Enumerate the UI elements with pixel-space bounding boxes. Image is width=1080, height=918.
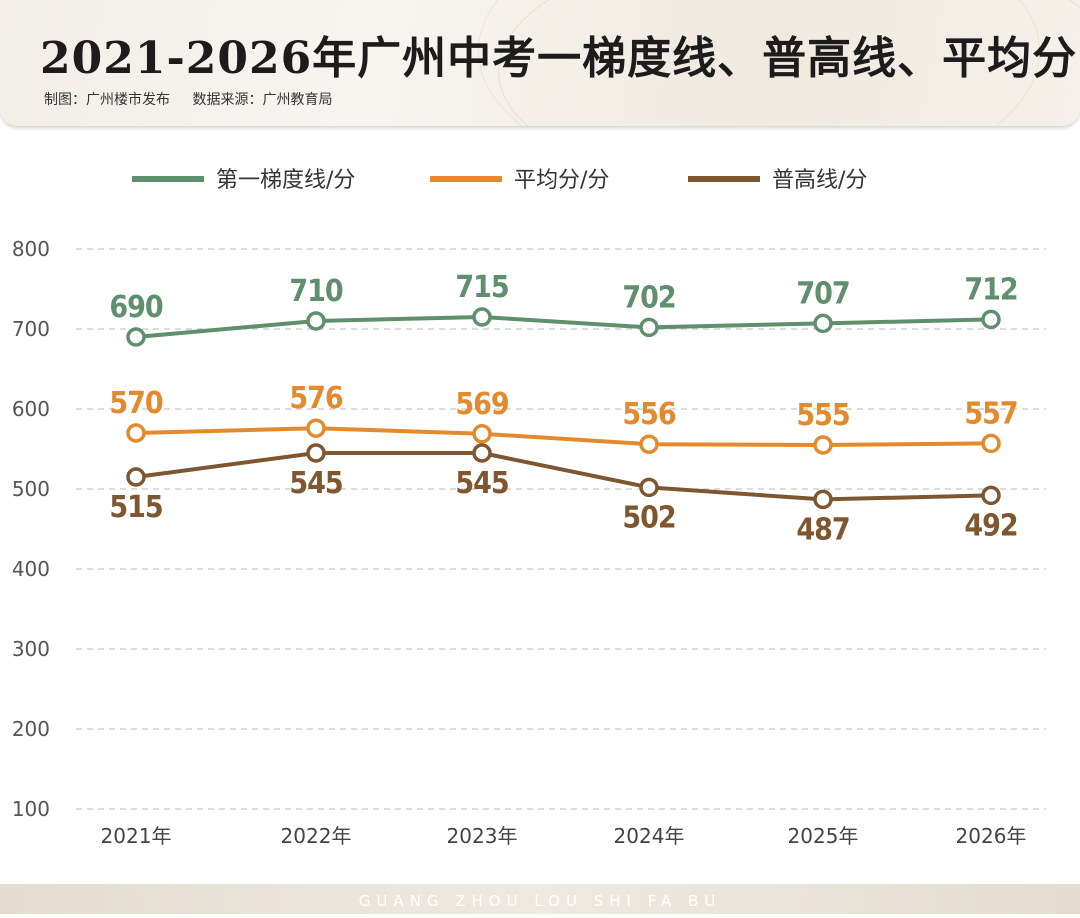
data-label: 545 bbox=[289, 466, 342, 501]
line-chart: 第一梯度线/分 平均分/分 普高线/分 800 700 600 500 400 300 200 1… bbox=[12, 168, 1046, 848]
data-label: 515 bbox=[109, 490, 162, 525]
data-point bbox=[306, 311, 326, 331]
data-point bbox=[981, 309, 1001, 330]
x-tick-label: 2021年 bbox=[101, 824, 172, 848]
credit-text: 制图：广州楼市发布 bbox=[44, 92, 170, 108]
series-line bbox=[135, 451, 992, 502]
data-label: 502 bbox=[622, 500, 675, 535]
data-point bbox=[813, 313, 833, 334]
y-tick-label: 300 bbox=[12, 637, 50, 661]
legend-label: 第一梯度线/分 bbox=[216, 168, 355, 193]
footer-bar: GUANG ZHOU LOU SHI FA BU bbox=[0, 884, 1080, 914]
series-line bbox=[135, 426, 992, 447]
y-tick-label: 700 bbox=[12, 317, 50, 341]
y-tick-label: 200 bbox=[12, 717, 50, 741]
data-label: 570 bbox=[109, 386, 163, 421]
x-axis: 2021年 2022年 2023年 2024年 2025年 2026年 bbox=[101, 824, 1027, 848]
series-2: 515 545 545 502 487 492 bbox=[109, 443, 1019, 547]
chart-title: 2021-2026年广州中考一梯度线、普高线、平均分 bbox=[40, 33, 1078, 84]
legend-label: 平均分/分 bbox=[514, 168, 609, 193]
y-axis: 800 700 600 500 400 300 200 100 bbox=[12, 237, 50, 821]
data-point bbox=[126, 423, 146, 443]
data-point bbox=[981, 485, 1001, 506]
y-tick-label: 100 bbox=[12, 797, 50, 821]
data-point bbox=[639, 317, 659, 338]
data-label: 487 bbox=[796, 512, 849, 547]
x-tick-label: 2024年 bbox=[614, 824, 685, 848]
source-text: 数据来源：广州教育局 bbox=[192, 92, 333, 108]
data-point bbox=[306, 443, 326, 463]
data-label: 492 bbox=[964, 508, 1017, 543]
y-tick-label: 600 bbox=[12, 397, 50, 421]
data-point bbox=[126, 327, 146, 347]
data-label: 715 bbox=[455, 270, 508, 305]
data-label: 569 bbox=[455, 387, 509, 422]
header-banner: 2021-2026年广州中考一梯度线、普高线、平均分 制图：广州楼市发布 数据来… bbox=[0, 0, 1080, 126]
data-label: 707 bbox=[796, 276, 849, 311]
data-point bbox=[306, 418, 326, 438]
data-label: 555 bbox=[796, 398, 849, 433]
series-line bbox=[135, 315, 992, 339]
data-label: 545 bbox=[455, 466, 508, 501]
data-point bbox=[813, 435, 833, 455]
x-tick-label: 2025年 bbox=[788, 824, 859, 848]
y-tick-label: 800 bbox=[12, 237, 50, 261]
data-label: 556 bbox=[622, 397, 676, 432]
data-point bbox=[813, 489, 833, 510]
y-tick-label: 500 bbox=[12, 477, 50, 501]
legend-label: 普高线/分 bbox=[772, 168, 867, 193]
x-tick-label: 2022年 bbox=[281, 824, 352, 848]
y-tick-label: 400 bbox=[12, 557, 50, 581]
grid bbox=[76, 248, 1046, 810]
data-label: 690 bbox=[109, 290, 163, 325]
data-label: 702 bbox=[622, 280, 675, 315]
data-label: 557 bbox=[964, 396, 1017, 431]
data-point bbox=[126, 467, 146, 487]
footer-text: GUANG ZHOU LOU SHI FA BU bbox=[358, 892, 722, 910]
series-0: 690 710 715 702 707 712 bbox=[109, 270, 1019, 347]
data-point bbox=[981, 433, 1001, 454]
x-tick-label: 2026年 bbox=[956, 824, 1027, 848]
data-point bbox=[472, 443, 492, 463]
series-1: 570 576 569 556 555 557 bbox=[109, 381, 1019, 455]
data-point bbox=[639, 434, 659, 454]
data-label: 710 bbox=[289, 274, 343, 309]
data-label: 576 bbox=[289, 381, 343, 416]
legend: 第一梯度线/分 平均分/分 普高线/分 bbox=[132, 168, 867, 193]
source-line: 制图：广州楼市发布 数据来源：广州教育局 bbox=[44, 89, 350, 109]
data-label: 712 bbox=[964, 272, 1017, 307]
x-tick-label: 2023年 bbox=[447, 824, 518, 848]
data-point bbox=[472, 307, 492, 327]
data-point bbox=[472, 424, 492, 444]
data-point bbox=[639, 477, 659, 498]
